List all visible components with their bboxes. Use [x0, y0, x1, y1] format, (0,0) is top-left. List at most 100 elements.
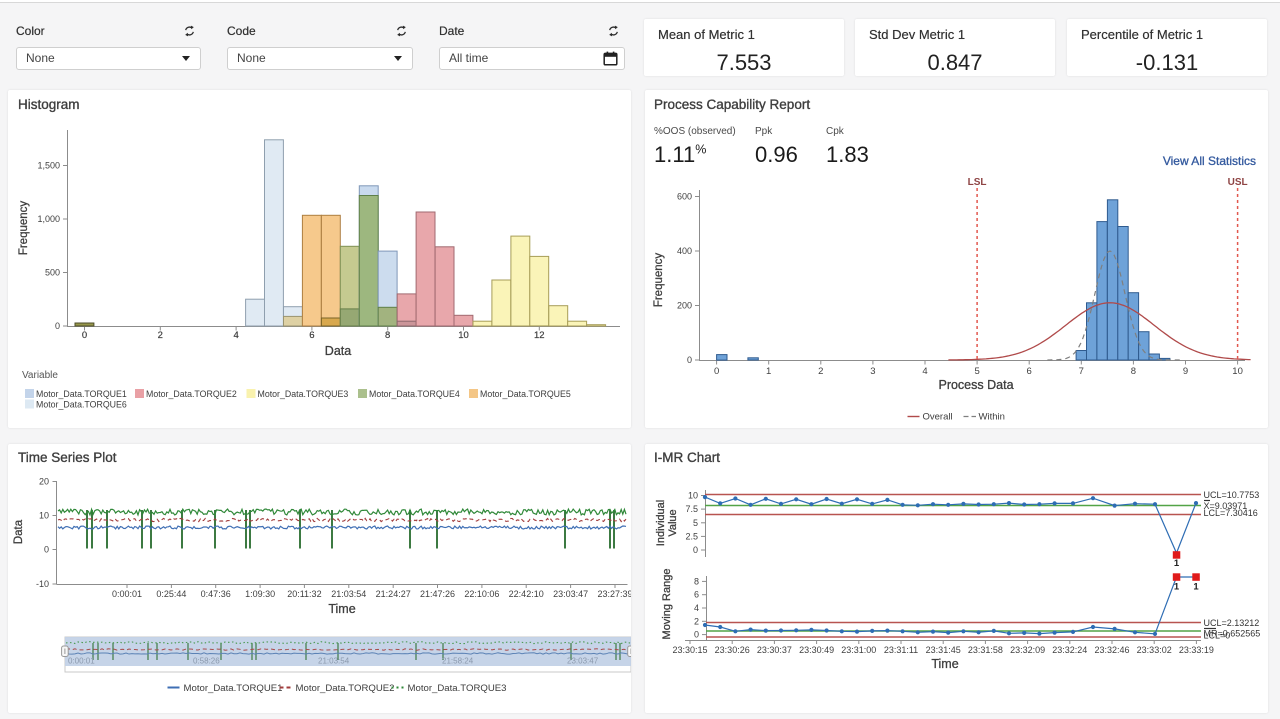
svg-text:Value: Value: [667, 509, 679, 536]
svg-text:Motor_Data.TORQUE4: Motor_Data.TORQUE4: [369, 389, 460, 399]
svg-text:1: 1: [1174, 558, 1180, 569]
svg-text:23:03:47: 23:03:47: [567, 657, 599, 666]
svg-text:0: 0: [714, 366, 719, 377]
svg-text:Process Data: Process Data: [938, 378, 1013, 392]
svg-text:Data: Data: [13, 519, 25, 544]
svg-text:6: 6: [309, 330, 314, 341]
svg-text:0:47:36: 0:47:36: [201, 589, 231, 599]
svg-text:LCL=7.30416: LCL=7.30416: [1204, 508, 1258, 518]
svg-text:5: 5: [693, 518, 698, 528]
svg-text:23:30:37: 23:30:37: [757, 645, 792, 655]
svg-text:200: 200: [677, 301, 692, 311]
svg-text:USL: USL: [1228, 177, 1248, 188]
svg-text:7: 7: [1079, 366, 1084, 377]
svg-text:23:30:26: 23:30:26: [715, 645, 750, 655]
svg-text:0:00:01: 0:00:01: [112, 589, 142, 599]
svg-text:MR=0.652565: MR=0.652565: [1204, 629, 1261, 639]
svg-text:8: 8: [694, 576, 699, 586]
svg-text:400: 400: [677, 246, 692, 256]
svg-text:23:30:49: 23:30:49: [799, 645, 834, 655]
svg-text:10: 10: [1232, 366, 1243, 377]
svg-text:10: 10: [458, 330, 469, 341]
svg-text:6: 6: [694, 590, 699, 600]
svg-text:0:00:01: 0:00:01: [68, 657, 95, 666]
svg-text:9: 9: [1183, 366, 1188, 377]
svg-text:23:31:45: 23:31:45: [926, 645, 961, 655]
svg-text:21:03:54: 21:03:54: [331, 589, 366, 599]
svg-text:Variable: Variable: [22, 370, 58, 381]
svg-text:Histogram: Histogram: [18, 97, 80, 112]
svg-text:Cpk: Cpk: [826, 126, 845, 137]
svg-text:1: 1: [1193, 582, 1199, 593]
svg-text:22:10:06: 22:10:06: [464, 589, 499, 599]
svg-text:UCL=10.7753: UCL=10.7753: [1204, 490, 1260, 500]
svg-text:21:58:24: 21:58:24: [442, 657, 474, 666]
svg-text:20:11:32: 20:11:32: [287, 589, 321, 599]
svg-text:0: 0: [55, 321, 60, 331]
svg-text:0.96: 0.96: [755, 142, 798, 167]
svg-text:Motor_Data.TORQUE1: Motor_Data.TORQUE1: [184, 683, 283, 694]
svg-text:10: 10: [39, 511, 49, 521]
svg-text:0: 0: [687, 355, 692, 365]
svg-text:2: 2: [694, 616, 699, 626]
svg-text:5: 5: [974, 366, 979, 377]
svg-text:10: 10: [688, 491, 698, 501]
svg-text:600: 600: [677, 192, 692, 202]
svg-text:0: 0: [82, 330, 87, 341]
svg-text:23:30:15: 23:30:15: [672, 645, 707, 655]
svg-text:Overall: Overall: [923, 412, 953, 423]
svg-text:4: 4: [694, 603, 699, 613]
svg-text:Motor_Data.TORQUE2: Motor_Data.TORQUE2: [296, 683, 395, 694]
svg-text:1,000: 1,000: [37, 214, 60, 224]
svg-text:12: 12: [534, 330, 545, 341]
svg-text:Within: Within: [979, 412, 1005, 423]
svg-text:20: 20: [39, 477, 49, 487]
svg-text:I-MR Chart: I-MR Chart: [654, 450, 720, 465]
svg-text:0:25:44: 0:25:44: [156, 589, 186, 599]
svg-text:Time Series Plot: Time Series Plot: [18, 450, 117, 465]
svg-text:23:33:02: 23:33:02: [1137, 645, 1172, 655]
svg-text:500: 500: [45, 268, 60, 278]
svg-text:8: 8: [385, 330, 390, 341]
svg-text:23:33:19: 23:33:19: [1179, 645, 1214, 655]
svg-text:0: 0: [694, 630, 699, 640]
svg-text:Motor_Data.TORQUE2: Motor_Data.TORQUE2: [146, 389, 237, 399]
svg-text:23:31:00: 23:31:00: [841, 645, 876, 655]
svg-text:Data: Data: [325, 344, 351, 358]
svg-text:LCL=0: LCL=0: [1204, 631, 1231, 641]
svg-text:View All Statistics: View All Statistics: [1163, 154, 1256, 168]
svg-text:3: 3: [870, 366, 875, 377]
svg-text:X=9.03971: X=9.03971: [1204, 501, 1248, 511]
svg-text:23:32:46: 23:32:46: [1094, 645, 1129, 655]
svg-text:4: 4: [922, 366, 927, 377]
svg-text:6: 6: [1027, 366, 1032, 377]
svg-text:Time: Time: [328, 602, 355, 616]
svg-text:7.5: 7.5: [685, 504, 698, 514]
svg-text:1: 1: [766, 366, 771, 377]
svg-text:Motor_Data.TORQUE3: Motor_Data.TORQUE3: [408, 683, 507, 694]
svg-text:Individual: Individual: [655, 500, 667, 546]
svg-text:1,500: 1,500: [37, 161, 60, 171]
svg-text:23:32:24: 23:32:24: [1052, 645, 1087, 655]
svg-text:Motor_Data.TORQUE5: Motor_Data.TORQUE5: [480, 389, 571, 399]
svg-text:21:47:26: 21:47:26: [420, 589, 455, 599]
svg-text:LSL: LSL: [968, 177, 987, 188]
svg-text:21:24:27: 21:24:27: [376, 589, 411, 599]
svg-text:23:03:47: 23:03:47: [553, 589, 588, 599]
svg-text:Motor_Data.TORQUE6: Motor_Data.TORQUE6: [36, 400, 127, 410]
svg-text:0: 0: [693, 545, 698, 555]
svg-text:-10: -10: [36, 579, 49, 589]
svg-text:1:09:30: 1:09:30: [245, 589, 275, 599]
svg-text:Ppk: Ppk: [755, 126, 773, 137]
svg-text:Frequency: Frequency: [653, 253, 665, 308]
svg-text:1: 1: [1174, 582, 1180, 593]
svg-text:23:27:39: 23:27:39: [597, 589, 631, 599]
svg-text:Frequency: Frequency: [18, 201, 30, 256]
svg-text:21:03:54: 21:03:54: [318, 657, 350, 666]
svg-text:0:58:26: 0:58:26: [193, 657, 220, 666]
svg-text:2: 2: [158, 330, 163, 341]
svg-text:23:31:58: 23:31:58: [968, 645, 1003, 655]
svg-text:Motor_Data.TORQUE1: Motor_Data.TORQUE1: [36, 389, 127, 399]
svg-text:Moving Range: Moving Range: [661, 569, 673, 640]
svg-text:23:32:09: 23:32:09: [1010, 645, 1045, 655]
